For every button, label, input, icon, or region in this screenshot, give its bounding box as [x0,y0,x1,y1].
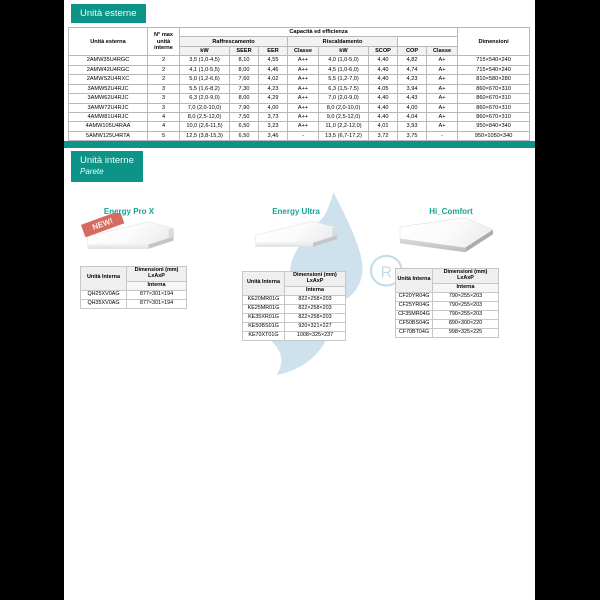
svg-text:R: R [381,265,392,282]
